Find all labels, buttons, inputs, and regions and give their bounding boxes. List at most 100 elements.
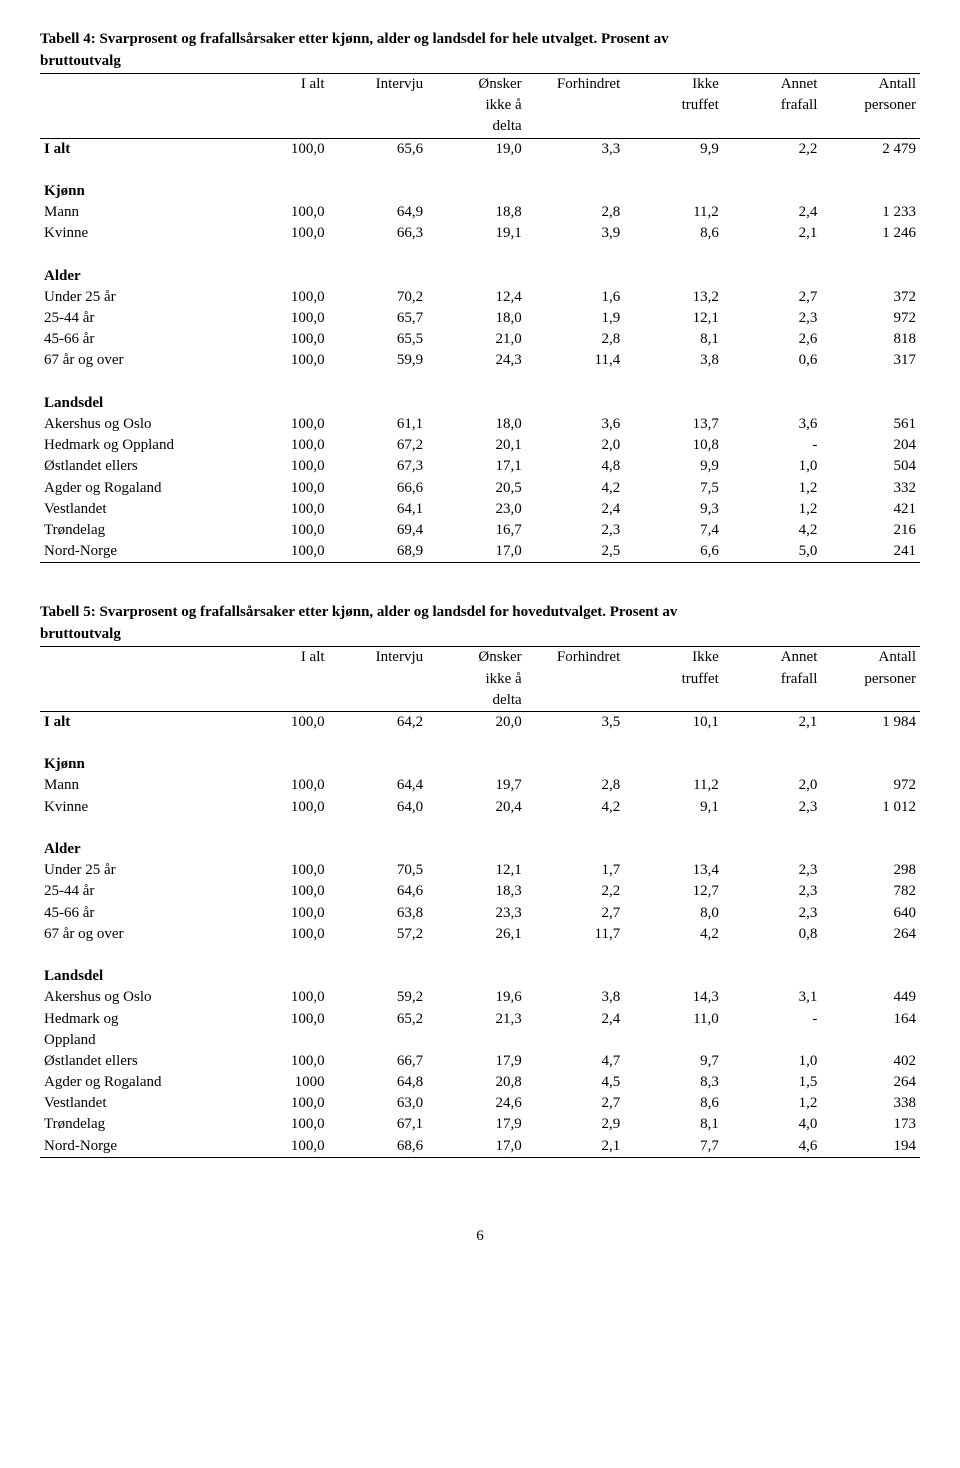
- table4-s0-r0-v3: 2,8: [526, 202, 625, 223]
- table5-s1-r1-v1: 64,6: [329, 881, 428, 902]
- table5-s0-r1-v4: 9,1: [624, 797, 723, 818]
- table5-s1-r0-v0: 100,0: [230, 860, 329, 881]
- table4-s2-r3-v1: 66,6: [329, 478, 428, 499]
- table4-section-0: Kjønn: [40, 181, 920, 202]
- table4-ialt-v4: 9,9: [624, 138, 723, 160]
- table4-s1-r2-v5: 2,6: [723, 329, 822, 350]
- table5-s2-r4-v5: 1,2: [723, 1093, 822, 1114]
- table5-s2-r1-label2: Oppland: [40, 1030, 230, 1051]
- table4-s2-r2-label: Østlandet ellers: [40, 456, 230, 477]
- table4-hdr-annet: Annet: [723, 74, 822, 96]
- table5-s2-r1-v1: 65,2: [329, 1009, 428, 1030]
- table5-s0-r1-v6: 1 012: [821, 797, 920, 818]
- table5-s1-r1-v3: 2,2: [526, 881, 625, 902]
- table5-s2-r5-v5: 4,0: [723, 1114, 822, 1135]
- table4-title-line1: Tabell 4: Svarprosent og frafallsårsaker…: [40, 30, 920, 50]
- table4-s2-r6-v1: 68,9: [329, 541, 428, 563]
- table4-s2-r3-label: Agder og Rogaland: [40, 478, 230, 499]
- table4-s2-r1-v3: 2,0: [526, 435, 625, 456]
- table4-s2-r5-v6: 216: [821, 520, 920, 541]
- table4-title-line2: bruttoutvalg: [40, 52, 920, 72]
- table5-s2-r4-v2: 24,6: [427, 1093, 526, 1114]
- table4-s2-r3-v2: 20,5: [427, 478, 526, 499]
- table5-s2-r2-v0: 100,0: [230, 1051, 329, 1072]
- table4-s2-r2-v5: 1,0: [723, 456, 822, 477]
- table5-hdr-frafall: frafall: [723, 669, 822, 690]
- table4-s2-r3-v6: 332: [821, 478, 920, 499]
- table5-s2-r3-v6: 264: [821, 1072, 920, 1093]
- table4-s2-r4-v1: 64,1: [329, 499, 428, 520]
- table5-s1-r3-v2: 26,1: [427, 924, 526, 945]
- table4-s2-r0-v4: 13,7: [624, 414, 723, 435]
- table4-s2-r1-v6: 204: [821, 435, 920, 456]
- table4-s1-r3-v2: 24,3: [427, 350, 526, 371]
- table5-s1-r0-v5: 2,3: [723, 860, 822, 881]
- table5-ialt-v1: 64,2: [329, 711, 428, 733]
- table4-s2-r0-v5: 3,6: [723, 414, 822, 435]
- table5-s2-r3-v3: 4,5: [526, 1072, 625, 1093]
- table4-s1-r0-v2: 12,4: [427, 287, 526, 308]
- table4-ialt-v6: 2 479: [821, 138, 920, 160]
- table4-s2-r6-v3: 2,5: [526, 541, 625, 563]
- table5-section-2: Landsdel: [40, 966, 920, 987]
- table5-ialt-v4: 10,1: [624, 711, 723, 733]
- table4-s2-r1-v0: 100,0: [230, 435, 329, 456]
- table4-s2-r0-label: Akershus og Oslo: [40, 414, 230, 435]
- table5-s2-r0-v3: 3,8: [526, 987, 625, 1008]
- table5-s2-r0-v5: 3,1: [723, 987, 822, 1008]
- table4-s0-r0-v6: 1 233: [821, 202, 920, 223]
- table5-title-line2: bruttoutvalg: [40, 625, 920, 645]
- table4-s1-r1-v6: 972: [821, 308, 920, 329]
- table4-s1-r0-v3: 1,6: [526, 287, 625, 308]
- table4-s1-r2-v2: 21,0: [427, 329, 526, 350]
- table5-s2-r3-v5: 1,5: [723, 1072, 822, 1093]
- table5-s2-r1-v6: 164: [821, 1009, 920, 1030]
- table4-s2-r5-v1: 69,4: [329, 520, 428, 541]
- table5-s2-r6-v0: 100,0: [230, 1136, 329, 1158]
- table5-s1-r2-v3: 2,7: [526, 903, 625, 924]
- table4-s0-r1-v6: 1 246: [821, 223, 920, 244]
- table5-s2-r0-v4: 14,3: [624, 987, 723, 1008]
- table4-s2-r5-v2: 16,7: [427, 520, 526, 541]
- table4-hdr-delta: delta: [427, 116, 526, 138]
- table4-s2-r4-v4: 9,3: [624, 499, 723, 520]
- table5-s1-r0-v1: 70,5: [329, 860, 428, 881]
- table4-hdr-forhindret: Forhindret: [526, 74, 625, 96]
- table5-s2-r6-v1: 68,6: [329, 1136, 428, 1158]
- table5-s2-r1-v2: 21,3: [427, 1009, 526, 1030]
- table5-hdr-onsker: Ønsker: [427, 647, 526, 669]
- table4-s1-r2-v4: 8,1: [624, 329, 723, 350]
- table5-s2-r2-v6: 402: [821, 1051, 920, 1072]
- table4-s2-r4-v0: 100,0: [230, 499, 329, 520]
- table4-s2-r1-v1: 67,2: [329, 435, 428, 456]
- table5-s2-r1-v5: -: [723, 1009, 822, 1030]
- table5-s1-r2-v6: 640: [821, 903, 920, 924]
- table4-s1-r0-v6: 372: [821, 287, 920, 308]
- table4-s0-r0-v4: 11,2: [624, 202, 723, 223]
- table5-s2-r4-v3: 2,7: [526, 1093, 625, 1114]
- table4-s2-r5-v3: 2,3: [526, 520, 625, 541]
- table4-s2-r4-v5: 1,2: [723, 499, 822, 520]
- table5-s2-r3-v4: 8,3: [624, 1072, 723, 1093]
- table5: I altIntervjuØnskerForhindretIkkeAnnetAn…: [40, 646, 920, 1158]
- table5-s2-r6-label: Nord-Norge: [40, 1136, 230, 1158]
- table4-hdr-intervju: Intervju: [329, 74, 428, 96]
- table4-s2-r4-v6: 421: [821, 499, 920, 520]
- table5-s1-r3-v0: 100,0: [230, 924, 329, 945]
- table4-s1-r3-v4: 3,8: [624, 350, 723, 371]
- table5-s0-r1-v2: 20,4: [427, 797, 526, 818]
- table4-s2-r0-v2: 18,0: [427, 414, 526, 435]
- table4-s1-r3-v5: 0,6: [723, 350, 822, 371]
- table4-s0-r1-v2: 19,1: [427, 223, 526, 244]
- table4-s1-r3-v0: 100,0: [230, 350, 329, 371]
- table5-s2-r5-v6: 173: [821, 1114, 920, 1135]
- table5-hdr-ikke: Ikke: [624, 647, 723, 669]
- table4-hdr-ikke: Ikke: [624, 74, 723, 96]
- table4-s2-r0-v1: 61,1: [329, 414, 428, 435]
- table5-s1-r1-label: 25-44 år: [40, 881, 230, 902]
- table4-s2-r3-v0: 100,0: [230, 478, 329, 499]
- table5-s1-r2-v4: 8,0: [624, 903, 723, 924]
- table4-s2-r4-label: Vestlandet: [40, 499, 230, 520]
- table5-s2-r6-v4: 7,7: [624, 1136, 723, 1158]
- table5-s1-r0-v2: 12,1: [427, 860, 526, 881]
